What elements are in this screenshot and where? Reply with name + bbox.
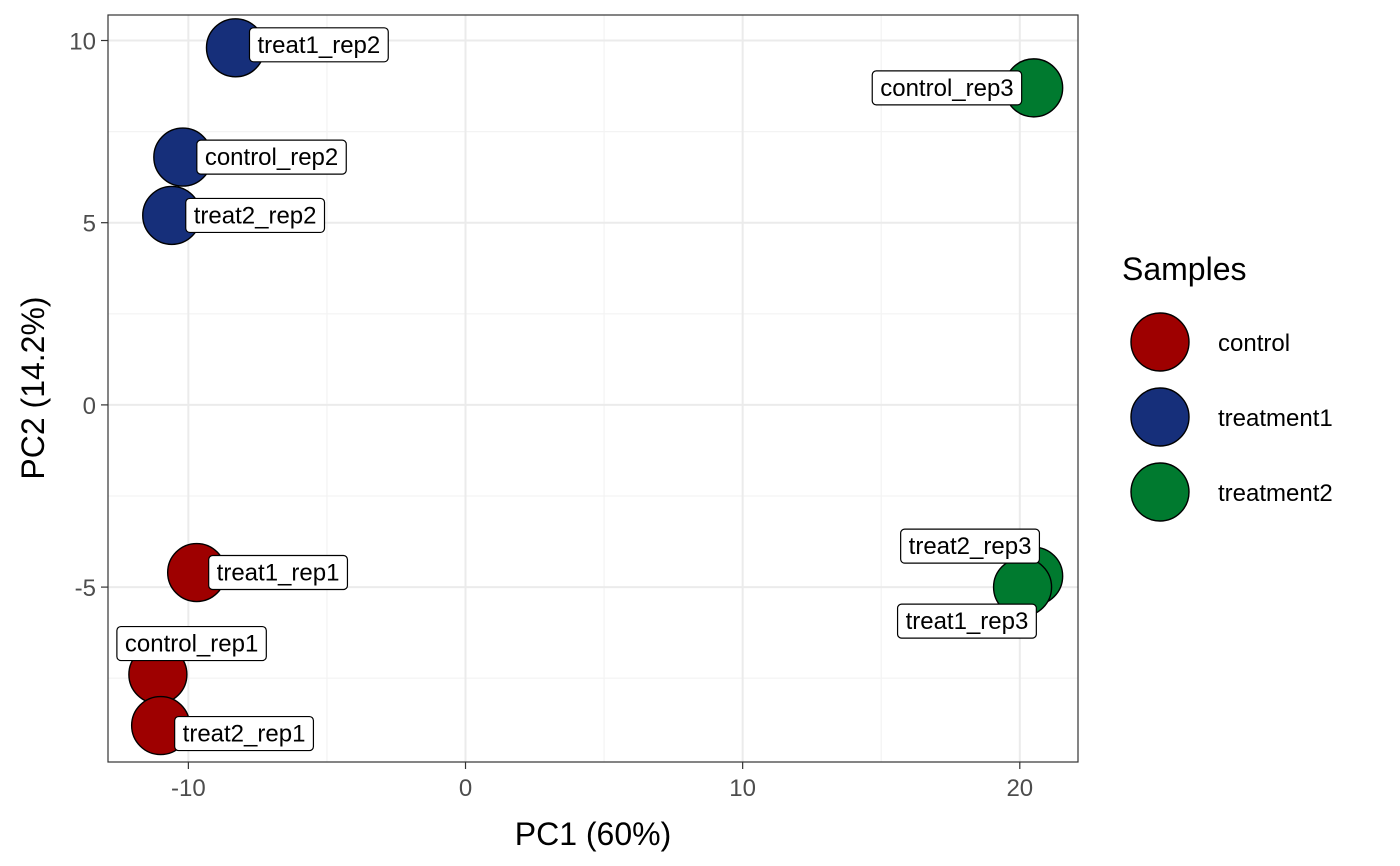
point-label-text: treat2_rep3 xyxy=(909,533,1032,560)
y-tick-label: 5 xyxy=(83,211,96,238)
y-tick-label: -5 xyxy=(75,575,96,602)
data-points xyxy=(128,18,1064,756)
point-label-box xyxy=(185,197,326,234)
y-axis-title: PC2 (14.2%) xyxy=(15,296,51,479)
point-label-text: treat2_rep2 xyxy=(194,202,317,229)
plot-panel-border xyxy=(107,14,1079,763)
x-tick-label: -10 xyxy=(171,775,206,802)
point-label: treat1_rep3 xyxy=(896,603,1037,639)
legend: Samples control treatment1 treatment2 xyxy=(1122,251,1333,522)
point-label-box xyxy=(116,625,267,662)
legend-key xyxy=(1130,387,1190,447)
x-tick-label: 10 xyxy=(729,775,756,802)
point-label-text: treat1_rep2 xyxy=(257,32,380,59)
legend-label: treatment1 xyxy=(1218,405,1333,432)
point-label: treat1_rep2 xyxy=(248,27,389,63)
point-label-box xyxy=(248,27,389,63)
y-axis: -5 0 5 10 xyxy=(69,29,108,602)
x-axis: -10 0 10 20 xyxy=(171,762,1033,802)
legend-key xyxy=(1130,312,1190,372)
y-tick-label: 0 xyxy=(83,393,96,420)
point-label-box xyxy=(871,70,1023,106)
x-tick-label: 0 xyxy=(459,775,472,802)
point-label: control_rep2 xyxy=(196,139,347,175)
point-label: treat2_rep1 xyxy=(174,715,315,752)
point-label: treat2_rep3 xyxy=(900,528,1041,564)
point-label-text: control_rep2 xyxy=(205,144,338,171)
point-label: treat2_rep2 xyxy=(185,197,326,234)
legend-label: treatment2 xyxy=(1218,480,1333,507)
point-label-box xyxy=(208,554,349,591)
minor-gridlines xyxy=(108,15,1078,762)
legend-label: control xyxy=(1218,330,1290,357)
point-labels: treat1_rep2control_rep2treat2_rep2contro… xyxy=(116,27,1041,752)
point-label: control_rep3 xyxy=(871,70,1023,106)
point-label-box xyxy=(174,715,315,752)
point-label-text: treat1_rep1 xyxy=(217,560,340,587)
x-tick-label: 20 xyxy=(1006,775,1033,802)
point-label: control_rep1 xyxy=(116,625,267,662)
y-tick-label: 10 xyxy=(69,29,96,56)
point-label-box xyxy=(900,528,1041,564)
x-axis-title: PC1 (60%) xyxy=(515,816,672,852)
point-label-text: treat1_rep3 xyxy=(906,608,1029,635)
point-label-text: control_rep3 xyxy=(880,75,1013,102)
point-label: treat1_rep1 xyxy=(208,554,349,591)
point-label-text: control_rep1 xyxy=(125,631,258,658)
point-label-box xyxy=(196,139,347,175)
point-label-box xyxy=(896,603,1037,639)
legend-title: Samples xyxy=(1122,251,1247,287)
legend-key xyxy=(1130,462,1190,522)
point-label-text: treat2_rep1 xyxy=(183,721,306,748)
